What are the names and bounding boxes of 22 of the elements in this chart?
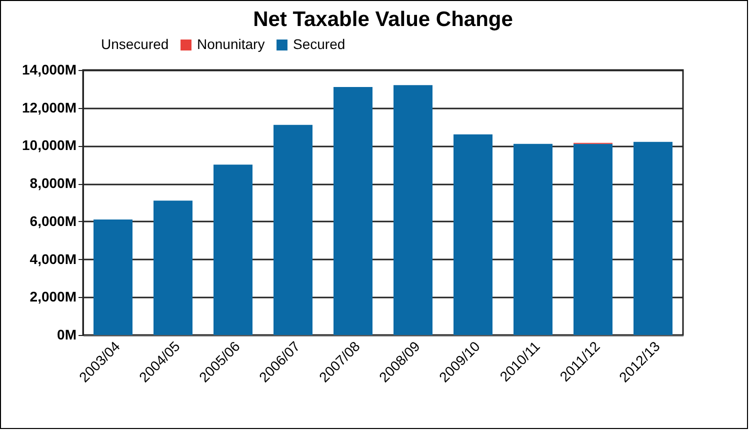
bar: [634, 142, 672, 335]
y-tick-label: 4,000M: [30, 250, 76, 267]
y-tick-label: 0M: [57, 326, 76, 342]
bar: [274, 124, 312, 335]
bar: [334, 87, 372, 335]
legend-label: Nonunitary: [197, 36, 265, 52]
y-tick-label: 10,000M: [22, 137, 76, 154]
text: Unsecured: [101, 36, 169, 52]
bar: [214, 164, 252, 335]
y-tick-label: 2,000M: [30, 288, 76, 305]
y-tick-label: 14,000M: [22, 62, 76, 78]
bar: [154, 200, 192, 335]
bar: [514, 144, 552, 335]
bar: [574, 144, 612, 335]
y-tick-label: 8,000M: [30, 175, 76, 192]
bar: [94, 220, 132, 335]
chart-title: Net Taxable Value Change: [253, 8, 513, 31]
bar: [394, 85, 432, 335]
legend-label: Secured: [293, 36, 346, 52]
y-tick-label: 6,000M: [30, 212, 76, 229]
y-tick-label: 12,000M: [22, 99, 76, 116]
bar: [454, 134, 492, 335]
